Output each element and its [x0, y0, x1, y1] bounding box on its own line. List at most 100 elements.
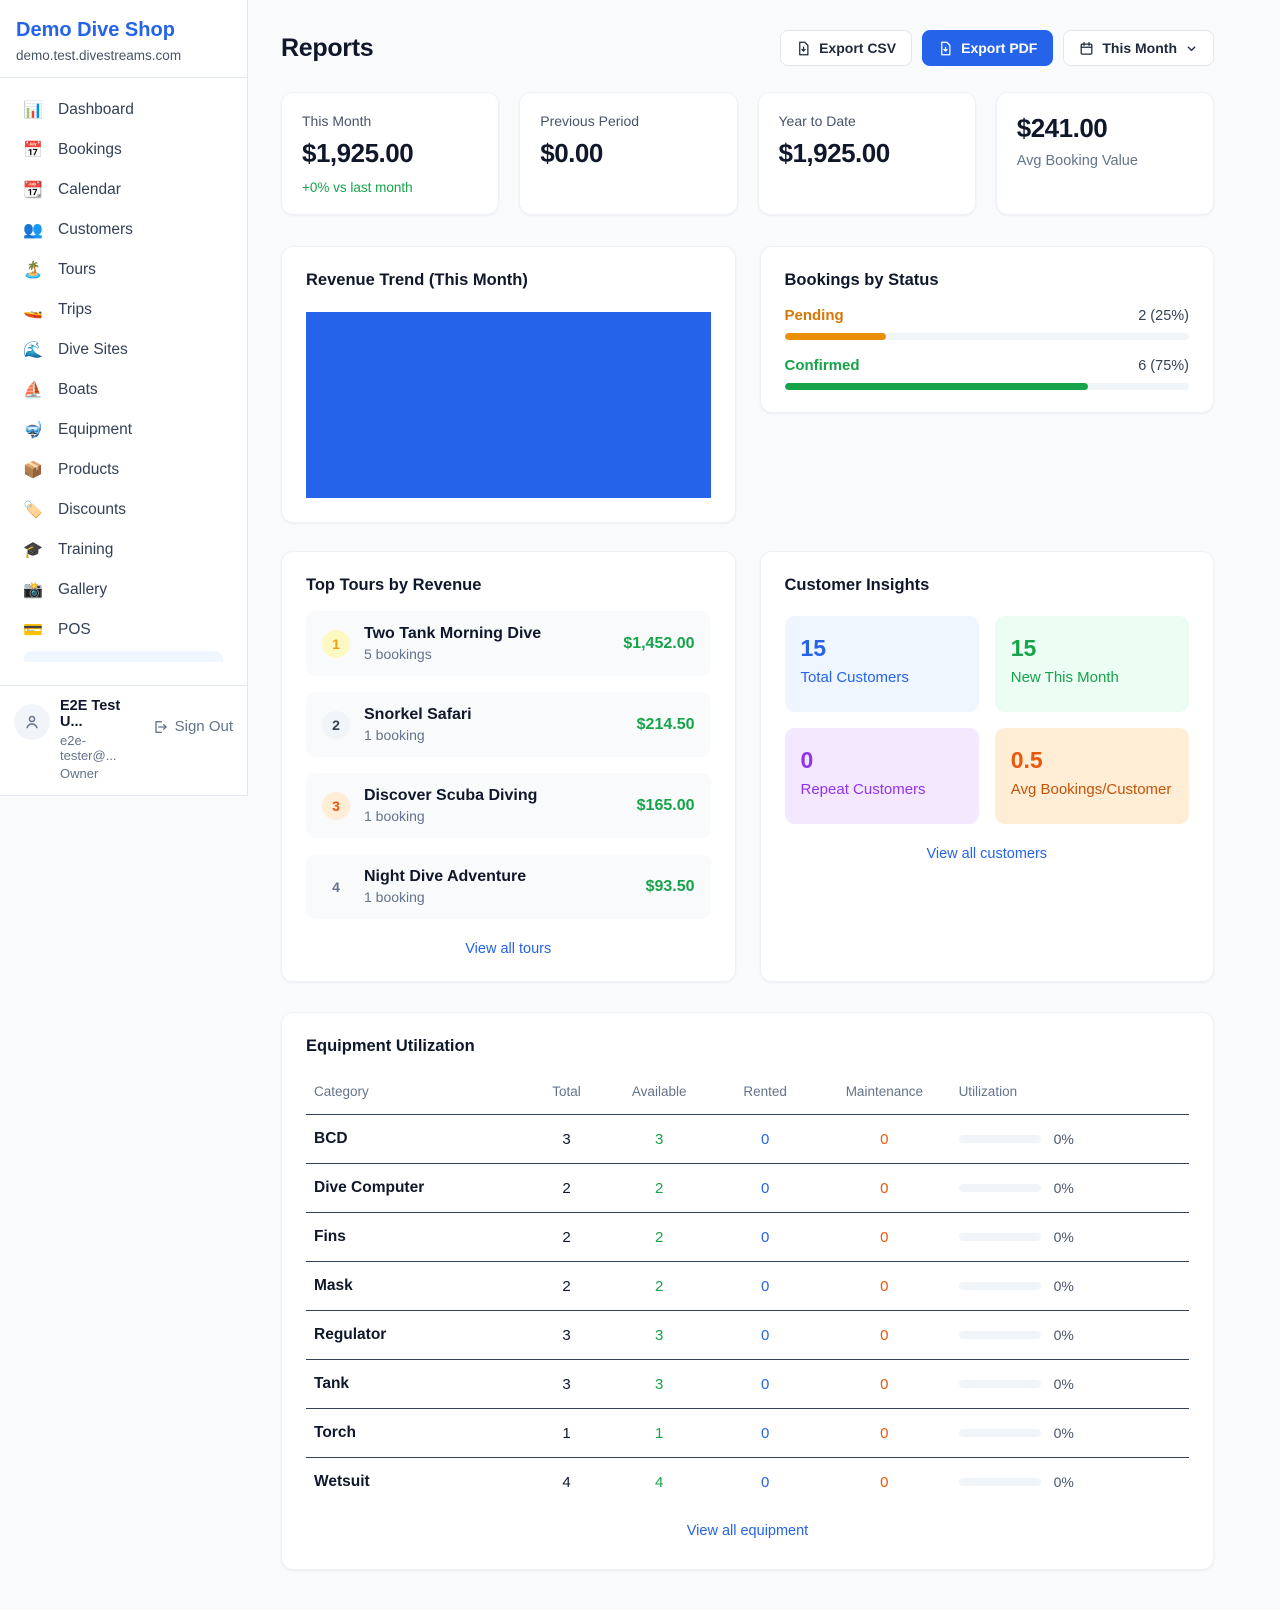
- equipment-utilization-title: Equipment Utilization: [306, 1037, 475, 1055]
- sidebar-item-calendar[interactable]: 📆 Calendar: [12, 170, 235, 210]
- sidebar-item-discounts[interactable]: 🏷️ Discounts: [12, 490, 235, 530]
- cell-category: Torch: [306, 1408, 527, 1458]
- sidebar-item-trips[interactable]: 🚤 Trips: [12, 290, 235, 330]
- sidebar-item-dive-sites[interactable]: 🌊 Dive Sites: [12, 330, 235, 370]
- sidebar-item-training[interactable]: 🎓 Training: [12, 530, 235, 570]
- cell-rented: 0: [712, 1114, 819, 1164]
- avatar: [14, 704, 50, 740]
- stat-label: Previous Period: [540, 113, 640, 129]
- cell-total: 1: [526, 1408, 607, 1458]
- utilization-bar-track: [958, 1429, 1041, 1437]
- cell-maintenance: 0: [818, 1261, 951, 1311]
- cell-category: Tank: [306, 1359, 527, 1409]
- table-header-row: Category Total Available Rented Maintena…: [306, 1072, 1189, 1115]
- sidebar-item-pos[interactable]: 💳 POS: [12, 610, 235, 650]
- tour-revenue: $214.50: [636, 715, 695, 733]
- cell-rented: 0: [712, 1163, 819, 1213]
- sidebar-item-bookings[interactable]: 📅 Bookings: [12, 130, 235, 170]
- sidebar-item-customers[interactable]: 👥 Customers: [12, 210, 235, 250]
- camera-icon: 📸: [23, 582, 43, 599]
- column-header: Maintenance: [818, 1072, 951, 1115]
- utilization-cell: 0%: [958, 1425, 1181, 1441]
- tile-value: 15: [1010, 635, 1037, 661]
- stat-card-year-to-date: Year to Date $1,925.00: [757, 92, 976, 215]
- tour-name: Discover Scuba Diving: [364, 787, 538, 804]
- cell-available: 2: [606, 1163, 713, 1213]
- tile-label: Repeat Customers: [800, 781, 926, 798]
- sidebar-item-products[interactable]: 📦 Products: [12, 450, 235, 490]
- cell-rented: 0: [760, 1473, 770, 1491]
- cell-category: Fins: [306, 1212, 527, 1262]
- file-download-icon: [941, 41, 951, 55]
- sidebar-item-dashboard[interactable]: 📊 Dashboard: [12, 90, 235, 130]
- sidebar-item-active-partial[interactable]: [24, 651, 223, 662]
- utilization-percent: 0%: [1053, 1327, 1074, 1343]
- customer-insights-title: Customer Insights: [784, 576, 930, 594]
- utilization-percent: 0%: [1053, 1229, 1074, 1245]
- cell-total: 3: [526, 1359, 607, 1409]
- utilization-percent: 0%: [1053, 1376, 1074, 1392]
- top-tours-card: Top Tours by Revenue 1 Two Tank Morning …: [281, 551, 736, 982]
- utilization-percent: 0%: [1053, 1474, 1074, 1490]
- sidebar-item-gallery[interactable]: 📸 Gallery: [12, 570, 235, 610]
- table-row: Dive Computer 2 2 0 0 0%: [306, 1163, 1189, 1213]
- sidebar-item-label: Gallery: [58, 581, 108, 598]
- sidebar-item-boats[interactable]: ⛵ Boats: [12, 370, 235, 410]
- tile-label: Total Customers: [800, 669, 909, 686]
- tour-name: Snorkel Safari: [364, 706, 472, 723]
- sidebar: Demo Dive Shop demo.test.divestreams.com…: [0, 0, 248, 796]
- utilization-percent: 0%: [1053, 1425, 1074, 1441]
- period-dropdown[interactable]: This Month: [1063, 30, 1214, 66]
- stat-value: $1,925.00: [302, 138, 414, 168]
- sailboat-icon: ⛵: [23, 382, 43, 399]
- sidebar-item-label: Products: [58, 461, 120, 478]
- sidebar-item-label: Boats: [58, 381, 98, 398]
- cell-maintenance: 0: [818, 1163, 951, 1213]
- export-pdf-button[interactable]: Export PDF: [922, 30, 1054, 66]
- cell-available: 3: [606, 1359, 713, 1409]
- tile-value: 15: [800, 635, 827, 661]
- view-all-customers-link[interactable]: View all customers: [926, 846, 1048, 862]
- view-all-tours-link[interactable]: View all tours: [465, 941, 552, 957]
- stat-card-previous-period: Previous Period $0.00: [519, 92, 738, 215]
- customer-insights-card: Customer Insights 15 Total Customers 15 …: [759, 551, 1214, 982]
- period-label: This Month: [1102, 40, 1177, 56]
- tile-value: 0: [800, 747, 814, 773]
- shop-name: Demo Dive Shop: [16, 19, 175, 41]
- sidebar-item-equipment[interactable]: 🤿 Equipment: [12, 410, 235, 450]
- status-value: 6 (75%): [1138, 358, 1189, 374]
- utilization-bar-track: [958, 1478, 1041, 1486]
- view-all-equipment-link[interactable]: View all equipment: [686, 1523, 809, 1539]
- cell-maintenance: 0: [818, 1212, 951, 1262]
- cell-total: 2: [526, 1212, 607, 1262]
- sidebar-item-label: Tours: [58, 261, 96, 278]
- revenue-trend-card: Revenue Trend (This Month): [281, 246, 736, 523]
- tour-revenue: $93.50: [645, 877, 695, 895]
- utilization-bar-track: [958, 1282, 1041, 1290]
- sidebar-item-tours[interactable]: 🏝️ Tours: [12, 250, 235, 290]
- cell-category: Mask: [306, 1261, 527, 1311]
- insight-tile-total-customers: 15 Total Customers: [784, 616, 979, 712]
- sign-out-button[interactable]: Sign Out: [152, 718, 233, 735]
- revenue-trend-title: Revenue Trend (This Month): [306, 271, 528, 289]
- column-header: Utilization: [950, 1072, 1189, 1115]
- sidebar-item-label: Discounts: [58, 501, 127, 518]
- export-csv-label: Export CSV: [819, 40, 897, 56]
- stats-row: This Month $1,925.00 +0% vs last month P…: [281, 92, 1214, 215]
- tour-name: Two Tank Morning Dive: [364, 625, 542, 642]
- insight-tiles: 15 Total Customers 15 New This Month 0 R…: [784, 616, 1189, 824]
- user-panel: E2E Test U... e2e-tester@... Owner Sign …: [0, 685, 247, 795]
- utilization-cell: 0%: [958, 1327, 1181, 1343]
- user-info: E2E Test U... e2e-tester@... Owner: [60, 698, 142, 781]
- utilization-cell: 0%: [958, 1131, 1181, 1147]
- utilization-cell: 0%: [958, 1278, 1181, 1294]
- tour-bookings: 5 bookings: [364, 646, 432, 662]
- cell-maintenance: 0: [818, 1359, 951, 1409]
- export-csv-button[interactable]: Export CSV: [780, 30, 913, 66]
- table-row: Mask 2 2 0 0 0%: [306, 1261, 1189, 1311]
- cell-available: 1: [606, 1408, 713, 1458]
- sidebar-item-label: Bookings: [58, 141, 122, 158]
- table-row: Wetsuit 4 4 0 0 0%: [306, 1458, 1189, 1502]
- bookings-by-status-card: Bookings by Status Pending 2 (25%) Confi…: [759, 246, 1214, 413]
- bookings-by-status-title: Bookings by Status: [784, 271, 939, 289]
